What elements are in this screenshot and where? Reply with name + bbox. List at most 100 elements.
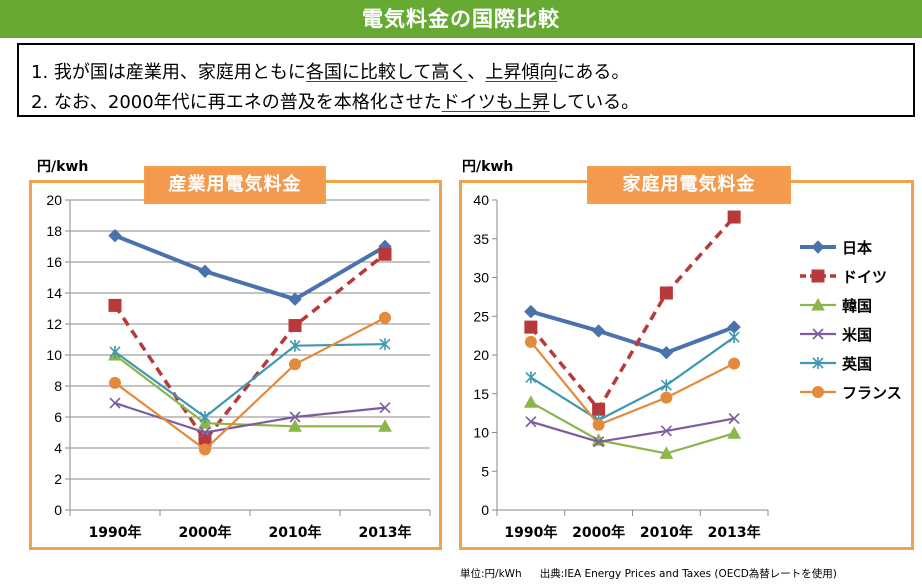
- residential-usa-point: [525, 416, 537, 428]
- residential-uk-point: [728, 331, 740, 344]
- industrial-ytick-label: 6: [54, 409, 62, 425]
- residential-france-point: [728, 357, 741, 370]
- industrial-germany-point: [378, 247, 392, 261]
- residential-xtick-label: 2010年: [640, 524, 693, 541]
- residential-korea-point: [659, 446, 674, 459]
- residential-japan-point: [524, 304, 538, 319]
- industrial-uk-point: [289, 339, 301, 352]
- industrial-xtick-label: 2010年: [269, 524, 322, 541]
- industrial-ytick-label: 10: [46, 347, 62, 363]
- residential-ytick-label: 25: [473, 308, 489, 324]
- residential-france-point: [592, 418, 605, 431]
- summary-line-2-prefix: 2. なお、2000年代に再エネの普及を本格化させた: [31, 92, 442, 113]
- residential-japan-point: [659, 345, 674, 360]
- summary-box: 1. 我が国は産業用、家庭用ともに各国に比較して高く、上昇傾向にある。 2. な…: [17, 43, 915, 117]
- residential-japan-point: [591, 324, 606, 338]
- summary-line-1-suffix: にある。: [557, 62, 630, 83]
- industrial-japan-point: [288, 292, 302, 306]
- industrial-france-point: [109, 376, 121, 389]
- residential-usa-line: [530, 417, 735, 443]
- industrial-usa-point: [199, 426, 211, 439]
- residential-germany-point: [659, 286, 673, 300]
- residential-ytick-label: 40: [473, 192, 489, 208]
- residential-ytick-label: 20: [473, 347, 489, 363]
- industrial-ytick-label: 16: [46, 254, 62, 270]
- residential-ytick-label: 15: [473, 386, 489, 402]
- residential-usa-point: [728, 412, 740, 425]
- source-text: 出典:IEA Energy Prices and Taxes (OECD為替レー…: [539, 568, 837, 580]
- residential-france-point: [660, 391, 673, 404]
- residential-ytick-label: 10: [473, 425, 489, 441]
- residential-korea-line: [530, 401, 735, 455]
- industrial-korea-point: [288, 419, 302, 432]
- legend-korea-marker: [811, 297, 825, 311]
- industrial-usa-point: [109, 397, 121, 409]
- residential-japan-line: [530, 309, 735, 355]
- industrial-ytick-label: 20: [46, 192, 62, 208]
- residential-chart-title: 家庭用電気料金: [587, 166, 791, 204]
- residential-france-point: [524, 335, 537, 348]
- summary-line-1-underline-2: 上昇傾向: [485, 62, 558, 83]
- residential-germany-point: [727, 210, 741, 224]
- industrial-usa-line: [114, 402, 386, 434]
- industrial-germany-line: [113, 252, 387, 442]
- residential-xtick-label: 2000年: [572, 524, 625, 541]
- residential-xtick-label: 1990年: [504, 524, 557, 541]
- legend-germany-label: ドイツ: [842, 268, 887, 286]
- industrial-japan-point: [198, 264, 212, 279]
- residential-uk-line: [530, 336, 735, 422]
- residential-xtick-label: 2013年: [708, 524, 761, 541]
- residential-uk-point: [660, 379, 672, 392]
- residential-korea-point: [524, 395, 538, 408]
- legend-japan-label: 日本: [842, 239, 872, 257]
- industrial-france-point: [289, 358, 301, 371]
- legend-uk-marker: [812, 357, 824, 369]
- industrial-uk-line: [114, 343, 386, 419]
- industrial-xtick-label: 2000年: [179, 524, 232, 541]
- residential-germany-line: [529, 215, 736, 411]
- industrial-ytick-label: 12: [46, 316, 62, 332]
- industrial-ytick-label: 8: [54, 378, 62, 394]
- industrial-germany-point: [288, 319, 302, 333]
- industrial-uk-point: [379, 338, 391, 351]
- industrial-ytick-label: 18: [46, 223, 62, 239]
- residential-unit-label: 円/kwh: [462, 159, 514, 175]
- legend-usa-marker: [812, 328, 824, 340]
- summary-line-2-underline-1: ドイツも上昇: [441, 92, 550, 113]
- legend-japan-marker: [811, 240, 825, 254]
- residential-ytick-label: 35: [473, 231, 489, 247]
- unit-note: 単位:円/kWh: [460, 568, 522, 580]
- source-note: 単位:円/kWh 出典:IEA Energy Prices and Taxes (…: [460, 566, 855, 581]
- legend-germany-marker: [811, 269, 825, 283]
- industrial-uk-point: [199, 411, 211, 423]
- summary-line-1: 1. 我が国は産業用、家庭用ともに各国に比較して高く、上昇傾向にある。: [31, 58, 629, 84]
- summary-line-1-prefix: 1. 我が国は産業用、家庭用ともに: [31, 62, 306, 83]
- legend-uk-label: 英国: [842, 355, 872, 373]
- industrial-xtick-label: 1990年: [89, 524, 142, 541]
- industrial-usa-point: [289, 411, 301, 423]
- residential-germany-point: [524, 320, 538, 334]
- industrial-usa-point: [379, 402, 391, 414]
- legend-france-marker: [812, 386, 824, 398]
- residential-usa-point: [593, 436, 605, 448]
- industrial-chart-title: 産業用電気料金: [144, 166, 326, 204]
- legend-korea-label: 韓国: [842, 297, 872, 315]
- residential-germany-point: [592, 402, 606, 416]
- legend-france-label: フランス: [842, 384, 902, 402]
- summary-line-1-underline-1: 各国に比較して高く: [305, 62, 468, 83]
- industrial-xtick-label: 2013年: [359, 524, 412, 541]
- industrial-ytick-label: 4: [54, 440, 62, 456]
- residential-ytick-label: 30: [473, 270, 489, 286]
- summary-line-1-mid: 、: [467, 62, 486, 83]
- page-title: 電気料金の国際比較: [0, 0, 922, 38]
- summary-line-2-suffix: している。: [549, 92, 640, 113]
- industrial-france-point: [379, 311, 391, 324]
- residential-usa-point: [660, 425, 672, 437]
- residential-chart-frame: [459, 180, 914, 550]
- industrial-unit-label: 円/kwh: [37, 159, 89, 175]
- residential-uk-point: [525, 371, 537, 384]
- industrial-france-point: [199, 443, 211, 456]
- residential-ytick-label: 5: [481, 463, 489, 479]
- industrial-ytick-label: 0: [54, 502, 62, 518]
